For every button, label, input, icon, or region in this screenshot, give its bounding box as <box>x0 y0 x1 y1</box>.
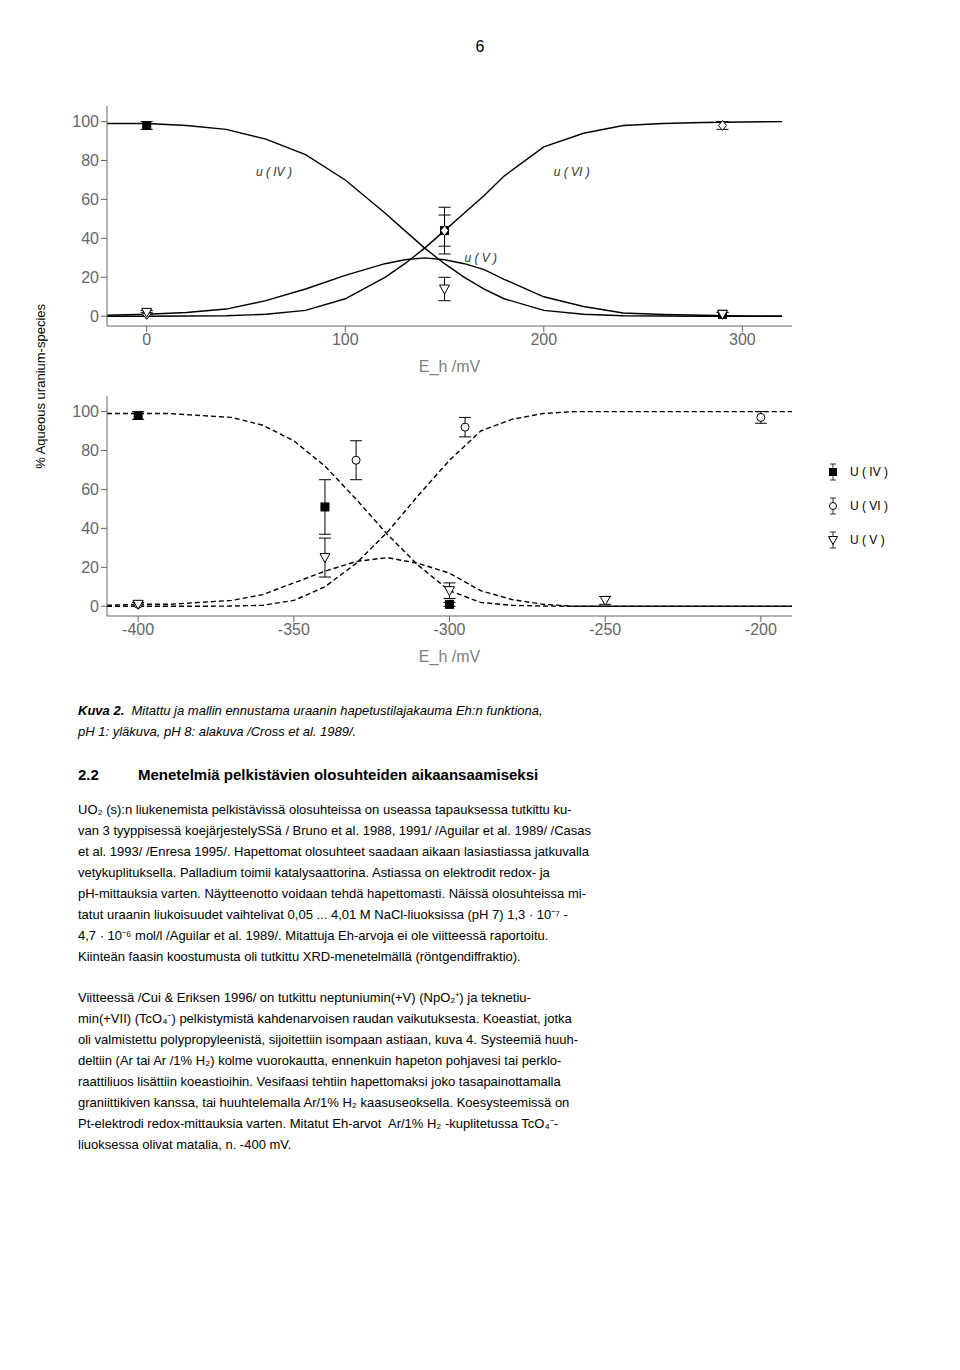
html-text:van 3 tyyppisessä koejärjestel: van 3 tyyppisessä koejärjestelySSä / Bru… <box>78 823 592 838</box>
svg-text:-250: -250 <box>589 621 621 638</box>
svg-text:-400: -400 <box>122 621 154 638</box>
html-text:UO₂ (s):n liukenemista pelkist: UO₂ (s):n liukenemista pelkistävissä olo… <box>78 802 572 817</box>
svg-text:0: 0 <box>142 331 151 348</box>
svg-text:u ( IV ): u ( IV ) <box>256 165 292 179</box>
html-text:pH-mittauksia varten. Näytteen: pH-mittauksia varten. Näytteenotto voida… <box>78 886 586 901</box>
html-text:Kiinteän faasin koostumusta ol: Kiinteän faasin koostumusta oli tutkittu… <box>78 949 521 964</box>
svg-text:40: 40 <box>81 520 99 537</box>
svg-text:20: 20 <box>81 559 99 576</box>
svg-text:300: 300 <box>729 331 756 348</box>
html-text:U ( V ): U ( V ) <box>850 533 885 547</box>
html-text:2.2: 2.2 <box>78 766 99 783</box>
svg-text:E_h /mV: E_h /mV <box>419 358 481 376</box>
svg-text:0: 0 <box>90 308 99 325</box>
html-text:6: 6 <box>475 38 485 55</box>
html-text:Viitteessä /Cui & Eriksen 1996: Viitteessä /Cui & Eriksen 1996/ on tutki… <box>78 990 531 1005</box>
svg-text:-350: -350 <box>278 621 310 638</box>
html-text:graniittikiven kanssa, tai huu: graniittikiven kanssa, tai huuhtelemalla… <box>78 1095 570 1110</box>
svg-text:E_h /mV: E_h /mV <box>419 648 481 666</box>
html-text:Kuva 2. Mitattu ja mallin ennu: Kuva 2. Mitattu ja mallin ennustama uraa… <box>78 703 543 718</box>
svg-text:200: 200 <box>530 331 557 348</box>
svg-text:u ( V ): u ( V ) <box>464 251 497 265</box>
html-text:Pt-elektrodi redox-mittauksia: Pt-elektrodi redox-mittauksia varten. Mi… <box>78 1116 559 1131</box>
svg-text:20: 20 <box>81 269 99 286</box>
html-text:raattiliuos lisättiin koeastio: raattiliuos lisättiin koeastioihin. Vesi… <box>78 1074 561 1089</box>
svg-text:60: 60 <box>81 481 99 498</box>
html-text:U ( IV ): U ( IV ) <box>850 465 888 479</box>
svg-text:100: 100 <box>332 331 359 348</box>
html-text:Menetelmiä pelkistävien olosuh: Menetelmiä pelkistävien olosuhteiden aik… <box>138 766 539 783</box>
svg-text:60: 60 <box>81 191 99 208</box>
svg-text:40: 40 <box>81 230 99 247</box>
html-text:pH 1: yläkuva, pH 8: alakuva /: pH 1: yläkuva, pH 8: alakuva /Cross et a… <box>78 724 357 739</box>
html-text:deltiin (Ar tai Ar /1% H₂) kol: deltiin (Ar tai Ar /1% H₂) kolme vuoroka… <box>78 1053 562 1068</box>
html-text:vetykuplituksella. Palladium t: vetykuplituksella. Palladium toimii kata… <box>78 865 550 880</box>
svg-text:100: 100 <box>72 403 99 420</box>
html-text:% Aqueous uranium-species: % Aqueous uranium-species <box>32 303 48 469</box>
svg-text:0: 0 <box>90 598 99 615</box>
html-text:oli valmistettu polypropyleeni: oli valmistettu polypropyleenistä, sijoi… <box>78 1032 578 1047</box>
svg-text:100: 100 <box>72 113 99 130</box>
svg-text:80: 80 <box>81 442 99 459</box>
html-text:min(+VII) (TcO₄⁻) pelkistymist: min(+VII) (TcO₄⁻) pelkistymistä kahdenar… <box>78 1011 572 1026</box>
svg-text:80: 80 <box>81 152 99 169</box>
html-text:U ( VI ): U ( VI ) <box>850 499 888 513</box>
html-text:tatut uraanin liukoisuudet vai: tatut uraanin liukoisuudet vaihtelivat 0… <box>78 907 568 922</box>
svg-text:-300: -300 <box>433 621 465 638</box>
html-text:liuoksessa olivat matalia, n.: liuoksessa olivat matalia, n. -400 mV. <box>78 1137 292 1152</box>
svg-text:-200: -200 <box>745 621 777 638</box>
svg-text:u ( VI ): u ( VI ) <box>554 165 590 179</box>
html-text:et al. 1993/ /Enresa 1995/. Ha: et al. 1993/ /Enresa 1995/. Hapettomat o… <box>78 844 589 859</box>
html-text:4,7 · 10⁻⁶ mol/l /Aguilar et a: 4,7 · 10⁻⁶ mol/l /Aguilar et al. 1989/. … <box>78 928 549 943</box>
